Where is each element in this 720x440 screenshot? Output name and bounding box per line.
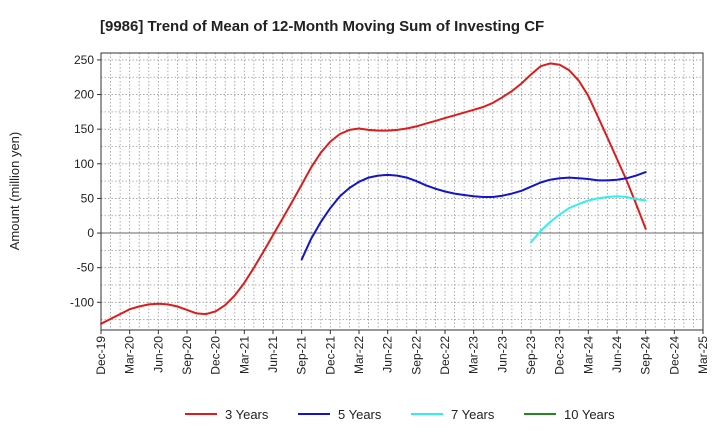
series-line-5-years: [300, 171, 647, 261]
x-tick-label: Dec-24: [667, 336, 681, 375]
plot-frame: [100, 52, 704, 331]
y-tick-label: 0: [87, 226, 94, 240]
x-tick-label: Mar-21: [237, 336, 251, 374]
x-tick-label: Jun-23: [495, 336, 509, 373]
x-tick-label: Dec-22: [438, 336, 452, 375]
legend-label-3-years: 3 Years: [225, 407, 269, 422]
plot-area: 250 200 150 100 50 0 -50 -100 Dec-19 Mar-20 Jun-20…: [70, 52, 710, 375]
x-tick-label: Sep-21: [295, 336, 309, 375]
legend: 3 Years 5 Years 7 Years 10 Years: [185, 407, 615, 422]
x-tick-label: Mar-24: [581, 336, 595, 374]
x-tick-label: Sep-20: [180, 336, 194, 375]
y-axis-label: Amount (million yen): [7, 132, 22, 251]
x-tick-label: Mar-22: [352, 336, 366, 374]
x-tick-label: Sep-24: [639, 336, 653, 375]
x-tick-label: Dec-19: [94, 336, 108, 375]
x-tick-label: Sep-23: [524, 336, 538, 375]
x-tick-label: Dec-21: [323, 336, 337, 375]
y-tick-label: -100: [70, 295, 94, 309]
legend-label-10-years: 10 Years: [564, 407, 615, 422]
y-tick-label: 50: [81, 191, 95, 205]
x-tick-label: Sep-22: [409, 336, 423, 375]
y-tick-label: 200: [74, 88, 94, 102]
chart-title: [9986] Trend of Mean of 12-Month Moving …: [100, 18, 544, 35]
series-line-3-years: [100, 62, 647, 325]
y-tick-label: -50: [77, 261, 95, 275]
y-tick-label: 250: [74, 53, 94, 67]
series-line-7-years: [530, 195, 647, 244]
x-tick-label: Dec-23: [553, 336, 567, 375]
x-tick-label: Jun-24: [610, 336, 624, 373]
x-tick-label: Jun-22: [381, 336, 395, 373]
legend-label-7-years: 7 Years: [451, 407, 495, 422]
x-tick-label: Jun-21: [266, 336, 280, 373]
y-tick-label: 150: [74, 122, 94, 136]
legend-label-5-years: 5 Years: [338, 407, 382, 422]
x-tick-label: Dec-20: [209, 336, 223, 375]
plot-background: [101, 53, 703, 330]
x-tick-label: Mar-20: [123, 336, 137, 374]
x-tick-label: Mar-23: [467, 336, 481, 374]
x-tick-label: Mar-25: [696, 336, 710, 374]
x-tick-label: Jun-20: [151, 336, 165, 373]
y-tick-label: 100: [74, 157, 94, 171]
